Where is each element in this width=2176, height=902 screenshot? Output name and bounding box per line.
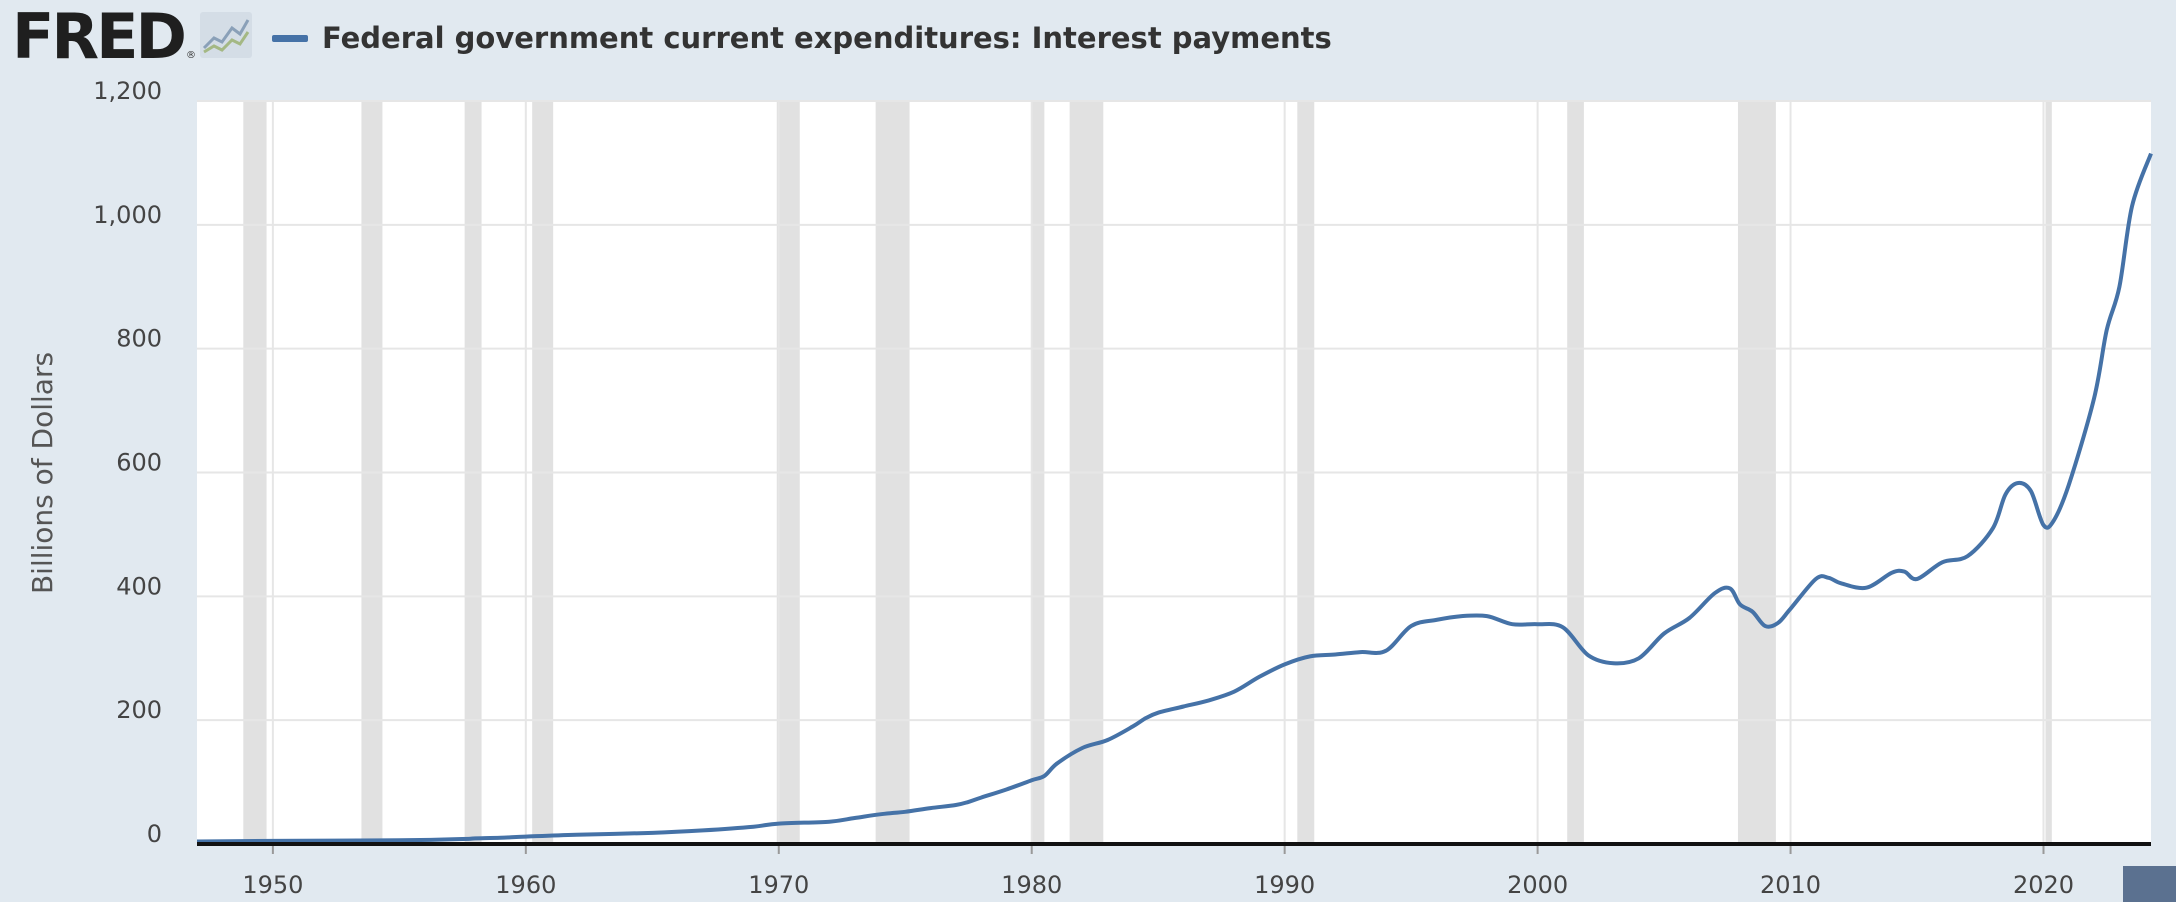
x-tick-label: 2010 (1760, 871, 1821, 899)
y-axis-label: Billions of Dollars (26, 352, 59, 594)
legend-label: Federal government current expenditures:… (322, 21, 1332, 55)
gridlines (197, 100, 2151, 844)
legend-swatch (272, 34, 308, 42)
y-tick-label: 400 (116, 572, 162, 600)
x-tick-label: 1990 (1254, 871, 1315, 899)
y-tick-label: 0 (147, 820, 162, 848)
x-tick-label: 2020 (2013, 871, 2074, 899)
chart-legend: Federal government current expenditures:… (272, 18, 1332, 58)
y-tick-label: 600 (116, 449, 162, 477)
registered-mark: ® (186, 50, 196, 61)
x-tick-label: 1950 (242, 871, 303, 899)
series-line-interest-payments (196, 152, 2153, 844)
fred-logo[interactable]: FRED (12, 0, 187, 73)
x-tick-label: 1980 (1001, 871, 1062, 899)
y-tick-label: 1,200 (93, 77, 162, 105)
chart-corner-button[interactable] (2123, 866, 2176, 902)
y-tick-label: 200 (116, 696, 162, 724)
y-tick-label: 1,000 (93, 201, 162, 229)
y-tick-label: 800 (116, 325, 162, 353)
x-tick-label: 1960 (495, 871, 556, 899)
chart-header: FRED ® Federal government current expend… (0, 0, 2176, 80)
x-tick-label: 1970 (748, 871, 809, 899)
y-axis-ticks: 0 200 400 600 800 1,000 1,200 (93, 77, 162, 848)
line-chart-icon (200, 12, 252, 58)
x-axis-ticks: 1950 1960 1970 1980 1990 2000 2010 2020 (242, 844, 2074, 899)
x-tick-label: 2000 (1507, 871, 1568, 899)
